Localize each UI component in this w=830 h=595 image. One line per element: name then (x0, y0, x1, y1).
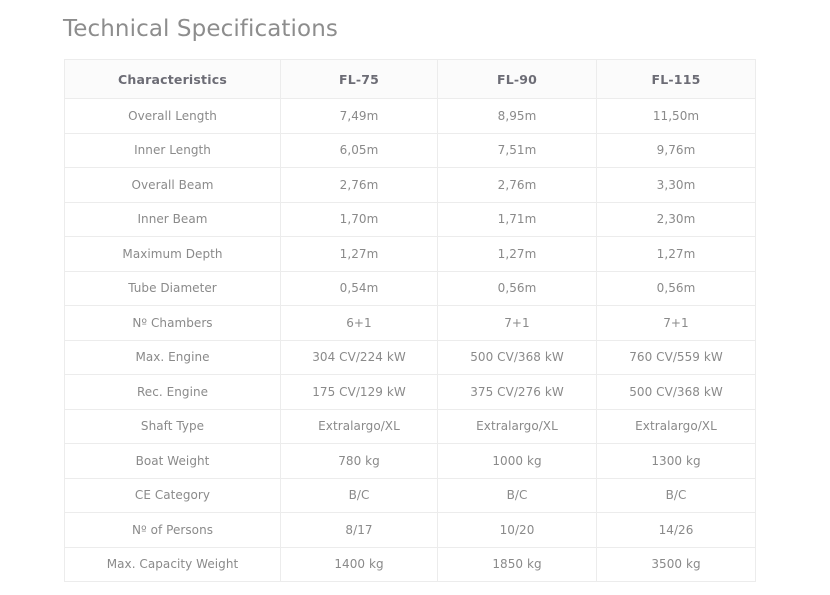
table-row: CE Category B/C B/C B/C (64, 477, 756, 513)
cell-characteristic: Inner Beam (64, 201, 281, 237)
table-row: Max. Engine 304 CV/224 kW 500 CV/368 kW 760… (64, 339, 756, 375)
cell-fl-90: B/C (437, 477, 597, 513)
table-row: Inner Length 6,05m 7,51m 9,76m (64, 132, 756, 168)
cell-characteristic: Nº of Persons (64, 512, 281, 548)
cell-fl-115: B/C (596, 477, 756, 513)
cell-fl-115: Extralargo/XL (596, 408, 756, 444)
cell-fl-90: 1850 kg (437, 546, 597, 582)
cell-fl-75: 780 kg (280, 443, 438, 479)
cell-fl-90: 1000 kg (437, 443, 597, 479)
table-row: Overall Beam 2,76m 2,76m 3,30m (64, 167, 756, 203)
cell-fl-75: 8/17 (280, 512, 438, 548)
cell-fl-75: Extralargo/XL (280, 408, 438, 444)
cell-characteristic: CE Category (64, 477, 281, 513)
cell-characteristic: Inner Length (64, 132, 281, 168)
cell-fl-75: 0,54m (280, 270, 438, 306)
table-row: Max. Capacity Weight 1400 kg 1850 kg 3500 k… (64, 546, 756, 582)
table-header: Characteristics FL-75 FL-90 FL-115 (64, 59, 756, 99)
cell-fl-90: 1,27m (437, 236, 597, 272)
cell-characteristic: Tube Diameter (64, 270, 281, 306)
cell-fl-75: 6,05m (280, 132, 438, 168)
cell-fl-115: 11,50m (596, 98, 756, 134)
cell-fl-115: 760 CV/559 kW (596, 339, 756, 375)
cell-characteristic: Max. Engine (64, 339, 281, 375)
cell-fl-115: 9,76m (596, 132, 756, 168)
table-body: Overall Length 7,49m 8,95m 11,50m Inner Leng… (64, 98, 756, 582)
cell-fl-115: 14/26 (596, 512, 756, 548)
cell-fl-90: 375 CV/276 kW (437, 374, 597, 410)
cell-fl-75: 7,49m (280, 98, 438, 134)
cell-fl-75: B/C (280, 477, 438, 513)
cell-characteristic: Max. Capacity Weight (64, 546, 281, 582)
cell-fl-115: 500 CV/368 kW (596, 374, 756, 410)
cell-fl-115: 1300 kg (596, 443, 756, 479)
column-header-fl-75: FL-75 (280, 59, 438, 99)
cell-characteristic: Nº Chambers (64, 305, 281, 341)
cell-characteristic: Rec. Engine (64, 374, 281, 410)
cell-fl-90: 7+1 (437, 305, 597, 341)
column-header-characteristics: Characteristics (64, 59, 281, 99)
cell-fl-75: 1,27m (280, 236, 438, 272)
cell-fl-90: 7,51m (437, 132, 597, 168)
table-row: Nº of Persons 8/17 10/20 14/26 (64, 512, 756, 548)
cell-fl-115: 1,27m (596, 236, 756, 272)
column-header-fl-90: FL-90 (437, 59, 597, 99)
table-row: Rec. Engine 175 CV/129 kW 375 CV/276 kW 500… (64, 374, 756, 410)
cell-characteristic: Boat Weight (64, 443, 281, 479)
table-row: Tube Diameter 0,54m 0,56m 0,56m (64, 270, 756, 306)
cell-fl-90: 1,71m (437, 201, 597, 237)
spec-table-container: Characteristics FL-75 FL-90 FL-115 Overa… (64, 59, 756, 582)
cell-fl-75: 175 CV/129 kW (280, 374, 438, 410)
cell-fl-75: 2,76m (280, 167, 438, 203)
cell-fl-75: 6+1 (280, 305, 438, 341)
cell-fl-75: 1,70m (280, 201, 438, 237)
technical-specifications-table: Characteristics FL-75 FL-90 FL-115 Overa… (64, 59, 756, 582)
cell-fl-90: 2,76m (437, 167, 597, 203)
table-row: Maximum Depth 1,27m 1,27m 1,27m (64, 236, 756, 272)
cell-characteristic: Overall Length (64, 98, 281, 134)
cell-characteristic: Maximum Depth (64, 236, 281, 272)
cell-characteristic: Shaft Type (64, 408, 281, 444)
table-row: Inner Beam 1,70m 1,71m 2,30m (64, 201, 756, 237)
cell-fl-90: Extralargo/XL (437, 408, 597, 444)
cell-fl-115: 2,30m (596, 201, 756, 237)
cell-fl-115: 3,30m (596, 167, 756, 203)
cell-characteristic: Overall Beam (64, 167, 281, 203)
cell-fl-115: 3500 kg (596, 546, 756, 582)
table-row: Overall Length 7,49m 8,95m 11,50m (64, 98, 756, 134)
cell-fl-75: 1400 kg (280, 546, 438, 582)
cell-fl-90: 500 CV/368 kW (437, 339, 597, 375)
cell-fl-115: 7+1 (596, 305, 756, 341)
table-row: Shaft Type Extralargo/XL Extralargo/XL Extr… (64, 408, 756, 444)
page-title: Technical Specifications (63, 16, 338, 42)
column-header-fl-115: FL-115 (596, 59, 756, 99)
cell-fl-75: 304 CV/224 kW (280, 339, 438, 375)
table-row: Nº Chambers 6+1 7+1 7+1 (64, 305, 756, 341)
cell-fl-90: 0,56m (437, 270, 597, 306)
cell-fl-115: 0,56m (596, 270, 756, 306)
table-row: Boat Weight 780 kg 1000 kg 1300 kg (64, 443, 756, 479)
cell-fl-90: 8,95m (437, 98, 597, 134)
cell-fl-90: 10/20 (437, 512, 597, 548)
table-header-row: Characteristics FL-75 FL-90 FL-115 (64, 59, 756, 99)
